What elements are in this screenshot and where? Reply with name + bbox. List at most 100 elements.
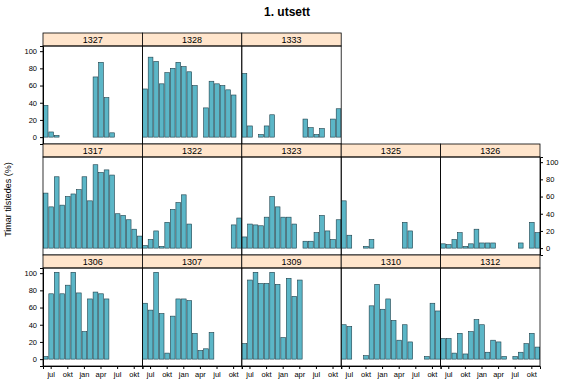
y-axis: 020406080100 — [540, 158, 559, 256]
x-axis: juloktjanaprjulokt — [441, 366, 540, 379]
bars — [242, 272, 302, 359]
y-tick-mark — [40, 342, 43, 343]
y-tick-mark — [540, 248, 543, 249]
strip — [242, 144, 341, 157]
bar — [270, 272, 275, 359]
y-tick: 60 — [29, 81, 43, 90]
bar — [104, 98, 109, 138]
strip-label: 1328 — [182, 35, 202, 45]
bar — [176, 299, 181, 359]
bar — [170, 68, 175, 137]
x-tick-mark — [233, 366, 234, 369]
x-tick-label: apr — [394, 370, 405, 379]
x-tick-mark — [465, 366, 466, 369]
y-axis-line — [40, 47, 44, 145]
strip-label: 1327 — [83, 35, 103, 45]
panel: 1327 — [43, 33, 142, 144]
bar — [309, 128, 314, 137]
x-tick-mark — [415, 366, 416, 369]
strip-label: 1310 — [381, 257, 401, 267]
x-tick: okt — [162, 366, 173, 379]
x-tick: jul — [113, 366, 122, 379]
panel-frame — [242, 268, 341, 366]
panel: 1326 — [441, 144, 540, 255]
bar — [309, 241, 314, 248]
bar — [452, 353, 457, 359]
y-tick-label: 40 — [29, 99, 37, 108]
strip — [441, 255, 540, 268]
y-tick-label: 20 — [29, 116, 37, 125]
x-tick-mark — [51, 366, 52, 369]
bar — [99, 294, 104, 359]
x-tick-mark — [382, 366, 383, 369]
x-tick-mark — [200, 366, 201, 369]
strip-label: 1326 — [480, 146, 500, 156]
strip — [43, 144, 142, 157]
bar — [292, 224, 297, 248]
bar — [275, 284, 280, 359]
x-tick-mark — [515, 366, 516, 369]
bar — [452, 240, 457, 249]
bar — [303, 241, 308, 248]
y-tick: 100 — [540, 158, 559, 167]
bar — [231, 95, 236, 137]
bar — [165, 353, 170, 359]
bar — [485, 352, 490, 359]
y-tick-label: 60 — [29, 303, 37, 312]
x-tick-label: okt — [262, 370, 273, 379]
bar — [446, 338, 451, 359]
bar — [248, 280, 253, 359]
y-tick-label: 0 — [33, 133, 37, 142]
y-tick-label: 60 — [29, 81, 37, 90]
bar — [485, 243, 490, 248]
y-tick-label: 40 — [29, 321, 37, 330]
bar — [198, 351, 203, 360]
bar — [286, 217, 291, 248]
bar — [297, 280, 302, 359]
x-tick: apr — [394, 366, 405, 379]
bar — [181, 299, 186, 359]
x-axis-line — [44, 367, 143, 370]
bar — [237, 218, 242, 248]
bar — [88, 201, 93, 248]
y-tick-mark — [40, 308, 43, 309]
x-tick-label: jul — [444, 370, 453, 379]
panel-frame — [43, 268, 142, 366]
y-tick: 20 — [29, 116, 43, 125]
x-tick: okt — [527, 366, 538, 379]
bar — [215, 84, 220, 137]
bar — [397, 340, 402, 359]
bars — [143, 272, 214, 359]
bar — [65, 285, 70, 359]
bar — [143, 89, 148, 137]
y-tick: 40 — [29, 321, 43, 330]
bars — [43, 62, 114, 137]
bar — [248, 126, 253, 137]
bar — [99, 172, 104, 248]
strip-label: 1317 — [83, 146, 103, 156]
bar — [60, 205, 65, 248]
bar — [320, 129, 325, 138]
bar — [430, 303, 435, 359]
strip — [142, 144, 241, 157]
bar — [369, 240, 374, 249]
bar — [463, 246, 468, 248]
bar — [220, 86, 225, 138]
x-tick: okt — [427, 366, 438, 379]
y-tick-mark — [540, 197, 543, 198]
y-tick-mark — [40, 359, 43, 360]
bar — [248, 224, 253, 248]
bars — [143, 195, 242, 248]
bar — [226, 90, 231, 137]
panel-frame — [43, 46, 142, 144]
x-tick: jul — [245, 366, 254, 379]
bar — [270, 197, 275, 249]
strip — [242, 33, 341, 46]
x-tick-label: jan — [178, 370, 189, 379]
bar — [49, 207, 54, 248]
x-tick-mark — [266, 366, 267, 369]
bar — [49, 132, 54, 137]
bar — [408, 342, 413, 359]
bars — [341, 284, 440, 359]
bar — [121, 215, 126, 248]
